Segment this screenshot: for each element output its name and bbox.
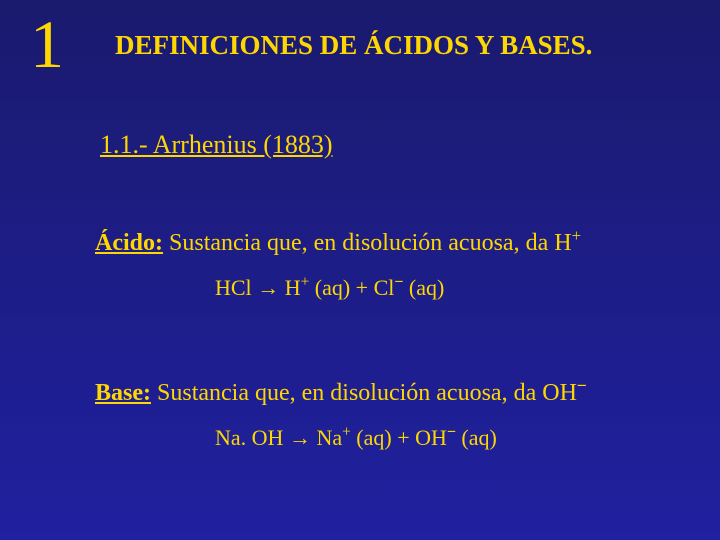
base-eq-na-sup: + bbox=[342, 424, 351, 441]
acid-text: Sustancia que, en disolución acuosa, da … bbox=[169, 230, 572, 256]
arrow-icon: → bbox=[257, 275, 279, 300]
arrow-icon: → bbox=[289, 425, 311, 450]
slide-title: DEFINICIONES DE ÁCIDOS Y BASES. bbox=[115, 30, 592, 61]
slide-subtitle: 1.1.- Arrhenius (1883) bbox=[100, 130, 333, 160]
acid-definition: Ácido: Sustancia que, en disolución acuo… bbox=[95, 230, 581, 257]
base-eq-oh-sup: − bbox=[447, 424, 456, 441]
acid-eq-left: HCl bbox=[215, 275, 252, 300]
base-equation: Na. OH → Na+ (aq) + OH− (aq) bbox=[215, 425, 497, 451]
base-definition: Base: Sustancia que, en disolución acuos… bbox=[95, 380, 587, 407]
acid-eq-h: H bbox=[285, 275, 301, 300]
acid-sup: + bbox=[572, 226, 581, 245]
acid-label: Ácido: bbox=[95, 230, 163, 256]
acid-equation: HCl → H+ (aq) + Cl− (aq) bbox=[215, 275, 444, 301]
slide-number: 1 bbox=[30, 5, 64, 84]
base-sup: − bbox=[577, 376, 587, 395]
base-eq-end: (aq) bbox=[456, 425, 497, 450]
base-label: Base: bbox=[95, 380, 151, 406]
base-eq-na: Na bbox=[316, 425, 342, 450]
base-text: Sustancia que, en disolución acuosa, da … bbox=[157, 380, 577, 406]
base-eq-oh: (aq) + OH bbox=[356, 425, 447, 450]
acid-eq-h-sup: + bbox=[301, 274, 310, 291]
base-eq-left: Na. OH bbox=[215, 425, 283, 450]
acid-eq-end: (aq) bbox=[403, 275, 444, 300]
acid-eq-cl: (aq) + Cl bbox=[315, 275, 395, 300]
